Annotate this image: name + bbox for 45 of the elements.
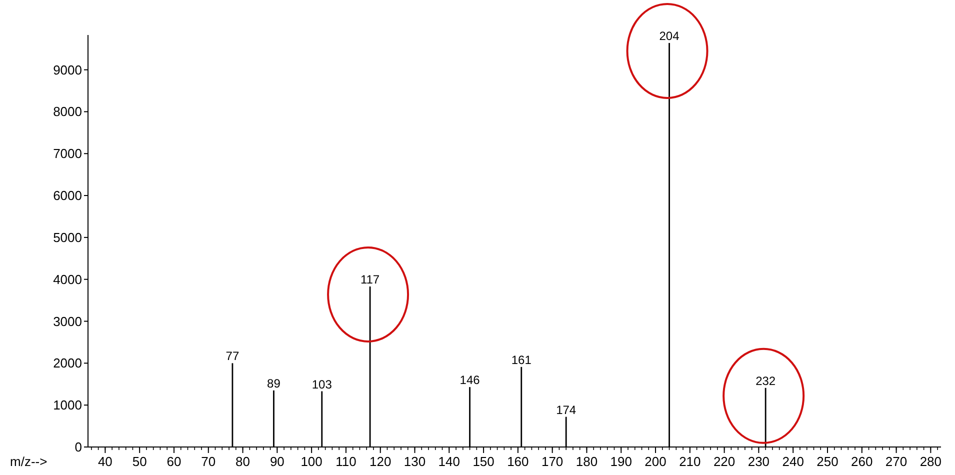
y-tick-label: 3000 bbox=[53, 314, 82, 329]
annotation: 204 bbox=[659, 28, 680, 43]
x-tick-label: 50 bbox=[132, 454, 147, 469]
x-axis-title: m/z--> bbox=[10, 454, 48, 469]
x-tick-label: 110 bbox=[336, 454, 356, 469]
x-tick-label: 130 bbox=[404, 454, 426, 469]
annotation: 174 bbox=[556, 402, 576, 417]
x-tick-label: 210 bbox=[679, 454, 701, 469]
x-tick-label: 100 bbox=[300, 454, 322, 469]
annotation: 89 bbox=[267, 376, 281, 390]
annotation: 117 bbox=[360, 272, 380, 286]
x-tick-label: 230 bbox=[748, 454, 770, 469]
x-tick-label: 80 bbox=[236, 454, 250, 469]
x-tick-label: 120 bbox=[370, 454, 392, 469]
annotation: 103 bbox=[312, 377, 332, 392]
x-tick-label: 160 bbox=[507, 454, 529, 469]
x-tick-label: 270 bbox=[885, 454, 908, 469]
x-tick-label: 90 bbox=[270, 454, 284, 469]
x-tick-label: 280 bbox=[920, 454, 942, 469]
y-tick-label: 1000 bbox=[53, 398, 82, 413]
y-tick-label: 2000 bbox=[53, 356, 82, 371]
y-tick-label: 5000 bbox=[53, 230, 82, 245]
x-tick-label: 150 bbox=[472, 454, 494, 469]
x-tick-label: 40 bbox=[98, 454, 112, 469]
x-tick-label: 220 bbox=[713, 454, 736, 469]
x-tick-label: 200 bbox=[644, 454, 666, 469]
annotation: 161 bbox=[511, 352, 532, 367]
y-tick-label: 8000 bbox=[53, 104, 82, 120]
annotation: 77 bbox=[226, 349, 240, 364]
x-tick-label: 140 bbox=[438, 454, 460, 469]
x-tick-label: 240 bbox=[782, 454, 804, 469]
annotation: 232 bbox=[756, 374, 776, 388]
y-tick-label: 0 bbox=[74, 440, 82, 455]
x-tick-label: 260 bbox=[851, 454, 873, 469]
x-tick-label: 180 bbox=[576, 454, 598, 469]
y-tick-label: 4000 bbox=[53, 272, 82, 287]
y-tick-label: 6000 bbox=[53, 188, 82, 204]
x-tick-label: 250 bbox=[816, 454, 838, 469]
y-tick-label: 9000 bbox=[53, 62, 82, 78]
x-tick-label: 170 bbox=[541, 454, 564, 469]
annotation: 146 bbox=[460, 373, 480, 388]
y-tick-label: 7000 bbox=[53, 146, 82, 162]
x-tick-label: 190 bbox=[610, 454, 632, 469]
x-tick-label: 60 bbox=[166, 454, 182, 469]
x-tick-label: 70 bbox=[201, 454, 216, 469]
